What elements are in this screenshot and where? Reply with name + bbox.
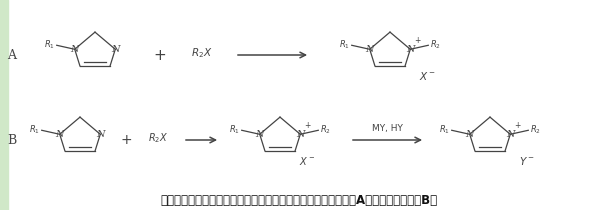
Text: N: N bbox=[365, 45, 374, 54]
Text: $R_1$: $R_1$ bbox=[439, 123, 450, 135]
Text: $R_1$: $R_1$ bbox=[44, 38, 55, 51]
Text: $R_1$: $R_1$ bbox=[229, 123, 240, 135]
Text: $Y^-$: $Y^-$ bbox=[519, 155, 535, 167]
Text: N: N bbox=[506, 130, 515, 139]
Text: $X^-$: $X^-$ bbox=[299, 155, 315, 167]
Text: $R_2X$: $R_2X$ bbox=[191, 46, 213, 60]
Text: N: N bbox=[406, 45, 415, 54]
Text: +: + bbox=[414, 36, 420, 45]
Text: N: N bbox=[71, 45, 79, 54]
Text: +: + bbox=[514, 121, 521, 130]
Text: N: N bbox=[56, 130, 64, 139]
Text: B: B bbox=[7, 134, 17, 147]
Text: N: N bbox=[96, 130, 105, 139]
Text: +: + bbox=[304, 121, 310, 130]
Text: +: + bbox=[120, 133, 132, 147]
Text: A: A bbox=[8, 49, 17, 62]
Text: 离子液体的合成方法（以咪唑类离子液体为例）：直接合成法（A）和两步合成法（B）: 离子液体的合成方法（以咪唑类离子液体为例）：直接合成法（A）和两步合成法（B） bbox=[161, 193, 437, 206]
Text: $R_2$: $R_2$ bbox=[430, 38, 441, 51]
Text: $X^-$: $X^-$ bbox=[419, 70, 435, 82]
Text: $R_2$: $R_2$ bbox=[320, 123, 331, 135]
Text: $R_1$: $R_1$ bbox=[29, 123, 40, 135]
Text: MY, HY: MY, HY bbox=[371, 123, 403, 133]
Text: $R_2X$: $R_2X$ bbox=[148, 131, 168, 145]
Text: +: + bbox=[153, 47, 167, 63]
Text: $R_1$: $R_1$ bbox=[339, 38, 350, 51]
Text: N: N bbox=[296, 130, 304, 139]
Text: N: N bbox=[255, 130, 264, 139]
Text: N: N bbox=[111, 45, 120, 54]
Text: N: N bbox=[465, 130, 474, 139]
Text: $R_2$: $R_2$ bbox=[530, 123, 541, 135]
